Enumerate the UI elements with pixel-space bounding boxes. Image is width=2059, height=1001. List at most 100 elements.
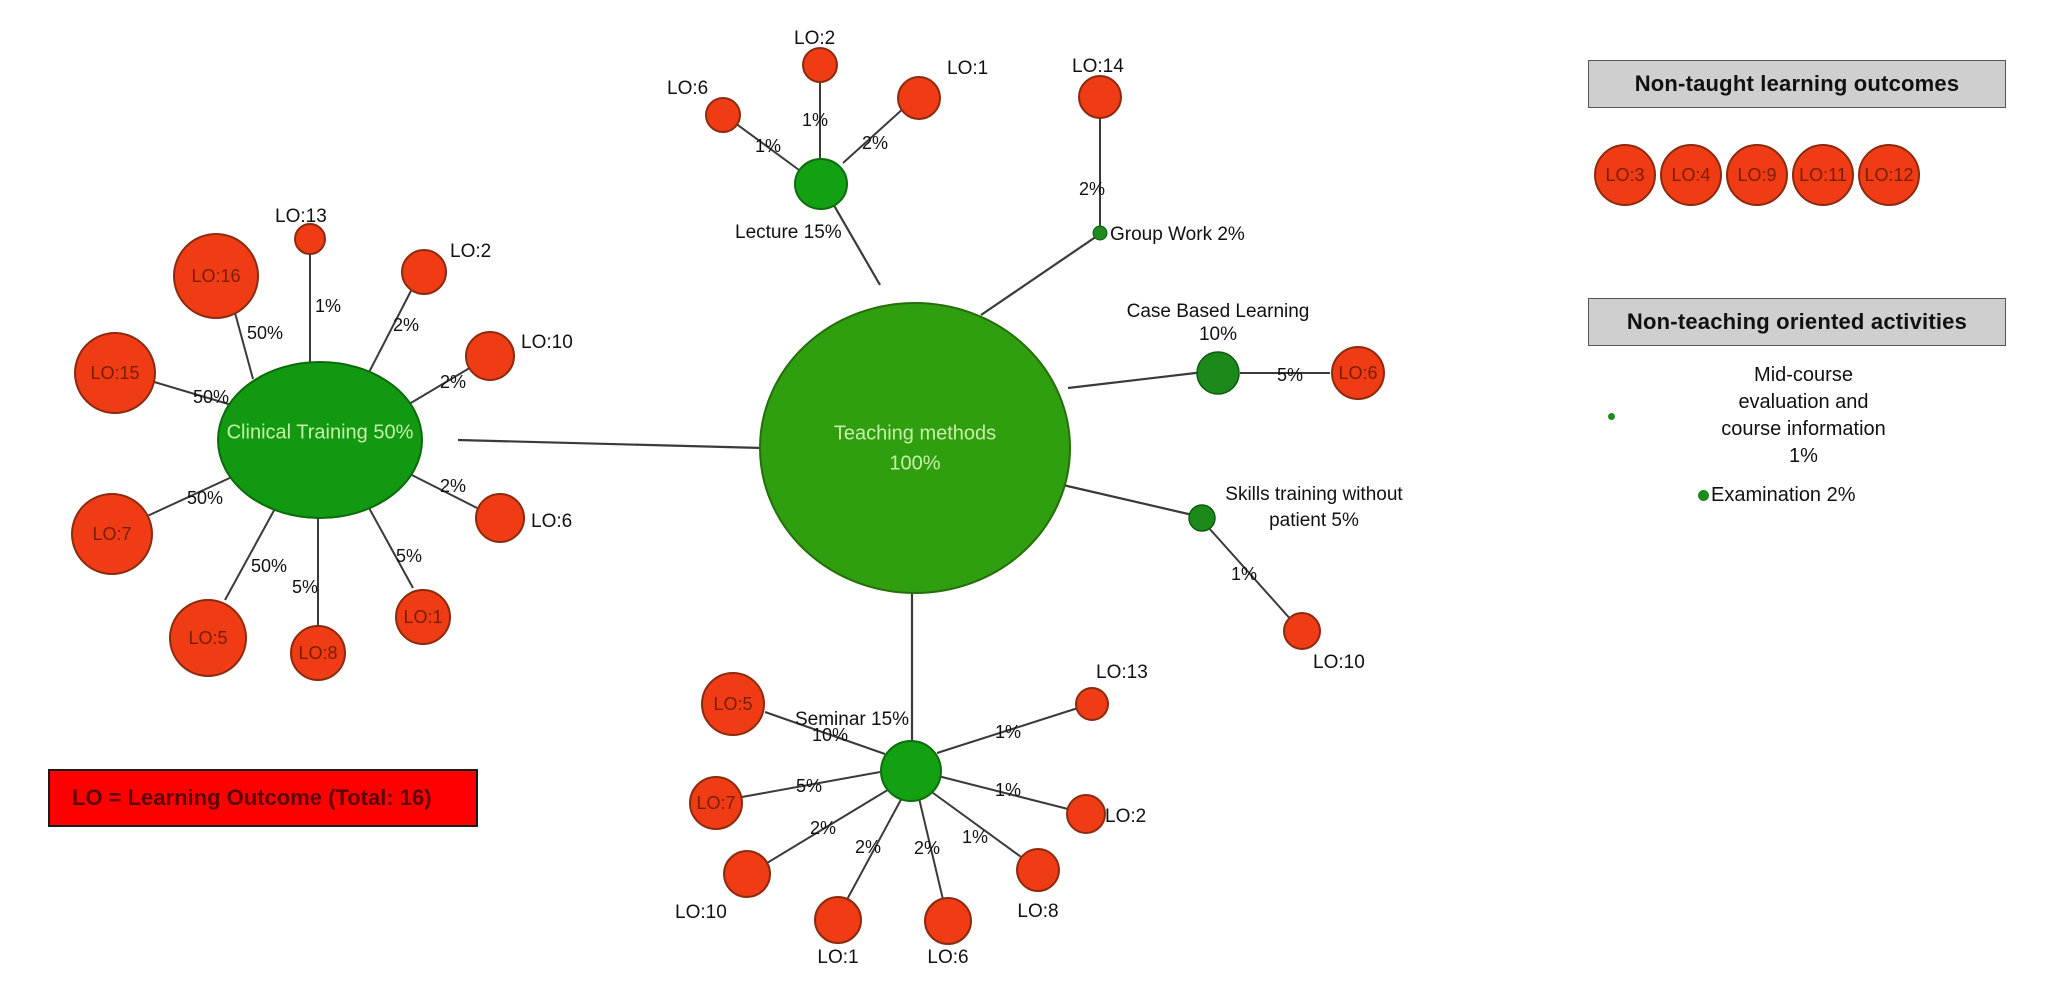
green-dot-icon <box>1698 490 1709 501</box>
node-lo[interactable] <box>401 249 447 295</box>
node-lo[interactable]: LO:8 <box>290 625 346 681</box>
node-lo[interactable]: LO:1 <box>395 589 451 645</box>
edge-label-pct: 50% <box>247 323 283 343</box>
node-lo-label: LO:10 <box>1313 652 1365 673</box>
edge-ct-lo1 <box>362 496 414 589</box>
edge-label-pct: 5% <box>396 546 422 566</box>
edge-seminar-lo6 <box>917 793 946 909</box>
non-taught-outcome-list: LO:3 LO:4 LO:9 LO:11 LO:12 <box>1594 140 2004 210</box>
node-lo-label: LO:10 <box>521 332 573 353</box>
node-lo[interactable] <box>465 331 515 381</box>
node-lecture-label: Lecture 15% <box>735 222 842 243</box>
node-lo[interactable] <box>924 897 972 945</box>
node-lo[interactable] <box>705 97 741 133</box>
node-skills-training-label: Skills training without <box>1225 484 1403 505</box>
node-teaching-methods[interactable]: Teaching methods 100% <box>759 302 1071 594</box>
node-lo-label: LO:13 <box>1096 662 1148 683</box>
node-case-based-learning-value: 10% <box>1199 324 1237 345</box>
mid-course-activity-row: Mid-course evaluation and course informati… <box>1608 362 1986 470</box>
node-group-work[interactable] <box>1092 225 1108 241</box>
edge-ct-lo7 <box>142 469 248 519</box>
edge-label-pct: 1% <box>995 780 1021 800</box>
node-lo-label: LO:2 <box>450 241 491 262</box>
node-case-based-learning[interactable] <box>1196 351 1240 395</box>
node-lo-label: LO:7 <box>92 524 131 544</box>
node-lo[interactable]: LO:5 <box>701 672 765 736</box>
node-lo[interactable] <box>475 493 525 543</box>
node-lo-label: LO:5 <box>188 628 227 648</box>
edge-label-pct: 5% <box>292 577 318 597</box>
edge-seminar-lo5 <box>764 711 886 755</box>
edge-seminar-lo1 <box>842 793 905 908</box>
non-taught-lo-chip[interactable]: LO:9 <box>1726 144 1788 206</box>
edge-seminar-lo8 <box>928 789 1029 863</box>
edge-seminar-lo13 <box>936 707 1079 754</box>
node-lo[interactable] <box>1016 848 1060 892</box>
node-clinical-training[interactable]: Clinical Training 50% <box>217 361 423 519</box>
node-seminar-label: Seminar 15% <box>795 709 909 730</box>
node-lo-label: LO:1 <box>947 58 988 79</box>
node-lo-label: LO:16 <box>191 266 240 286</box>
non-taught-lo-chip[interactable]: LO:3 <box>1594 144 1656 206</box>
node-skills-training[interactable] <box>1188 504 1216 532</box>
edge-center-clinical <box>457 438 764 450</box>
edge-label-pct: 2% <box>855 837 881 857</box>
node-group-work-label: Group Work 2% <box>1110 224 1245 245</box>
edge-label-pct: 2% <box>440 476 466 496</box>
node-lo[interactable]: LO:7 <box>689 776 743 830</box>
node-lo-label: LO:5 <box>713 694 752 714</box>
edge-label-pct: 2% <box>862 133 888 153</box>
node-lo-label: LO:1 <box>817 947 858 968</box>
node-lo-label: LO:15 <box>90 363 139 383</box>
node-teaching-methods-label: Teaching methods <box>834 422 996 444</box>
non-taught-lo-chip[interactable]: LO:12 <box>1858 144 1920 206</box>
edge-center-groupwork <box>980 233 1101 316</box>
edge-label-pct: 2% <box>810 818 836 838</box>
edge-label-pct: 1% <box>755 136 781 156</box>
node-lo[interactable]: LO:16 <box>173 233 259 319</box>
edge-label-pct: 5% <box>1277 365 1303 385</box>
node-lo[interactable] <box>723 850 771 898</box>
non-taught-lo-chip[interactable]: LO:4 <box>1660 144 1722 206</box>
node-lecture[interactable] <box>794 158 848 210</box>
node-lo[interactable]: LO:7 <box>71 493 153 575</box>
edge-center-lecture <box>827 194 881 286</box>
node-lo[interactable] <box>814 896 862 944</box>
non-teaching-activity-list: Mid-course evaluation and course informati… <box>1588 356 2006 546</box>
node-lo-label: LO:1 <box>403 607 442 627</box>
node-seminar[interactable] <box>880 740 942 802</box>
legend-learning-outcome: LO = Learning Outcome (Total: 16) <box>48 769 478 827</box>
edge-label-pct: 5% <box>796 776 822 796</box>
node-lo[interactable] <box>1066 794 1106 834</box>
node-lo[interactable] <box>1283 612 1321 650</box>
node-case-based-learning-label: Case Based Learning <box>1127 301 1310 322</box>
node-lo[interactable]: LO:5 <box>169 599 247 677</box>
edge-ct-lo2 <box>363 284 415 383</box>
node-skills-training-value: patient 5% <box>1269 510 1359 531</box>
node-lo[interactable] <box>802 47 838 83</box>
edge-skills-lo10 <box>1207 526 1294 623</box>
edge-center-skills <box>1062 483 1198 518</box>
edge-seminar-lo10 <box>761 787 892 867</box>
panel-non-teaching-header: Non-teaching oriented activities <box>1588 298 2006 346</box>
edge-seminar-lo2 <box>937 775 1069 810</box>
edge-label-pct: 2% <box>914 838 940 858</box>
node-lo-label: LO:6 <box>1338 363 1377 383</box>
node-lo[interactable] <box>1078 75 1122 119</box>
mid-course-activity-label: Mid-course evaluation and course informati… <box>1721 364 1886 467</box>
node-lo-label: LO:2 <box>1105 806 1146 827</box>
node-lo-label: LO:7 <box>696 793 735 813</box>
edge-label-pct: 2% <box>393 315 419 335</box>
edge-center-cbl <box>1067 370 1205 390</box>
edge-label-pct: 50% <box>193 387 229 407</box>
node-lo-label: LO:6 <box>667 78 708 99</box>
node-lo[interactable] <box>897 76 941 120</box>
node-lo-label: LO:6 <box>531 511 572 532</box>
node-lo[interactable]: LO:15 <box>74 332 156 414</box>
node-lo[interactable] <box>1075 687 1109 721</box>
non-taught-lo-chip[interactable]: LO:11 <box>1792 144 1854 206</box>
node-lo[interactable]: LO:6 <box>1331 346 1385 400</box>
node-lo-label: LO:14 <box>1072 56 1124 77</box>
node-lo[interactable] <box>294 223 326 255</box>
